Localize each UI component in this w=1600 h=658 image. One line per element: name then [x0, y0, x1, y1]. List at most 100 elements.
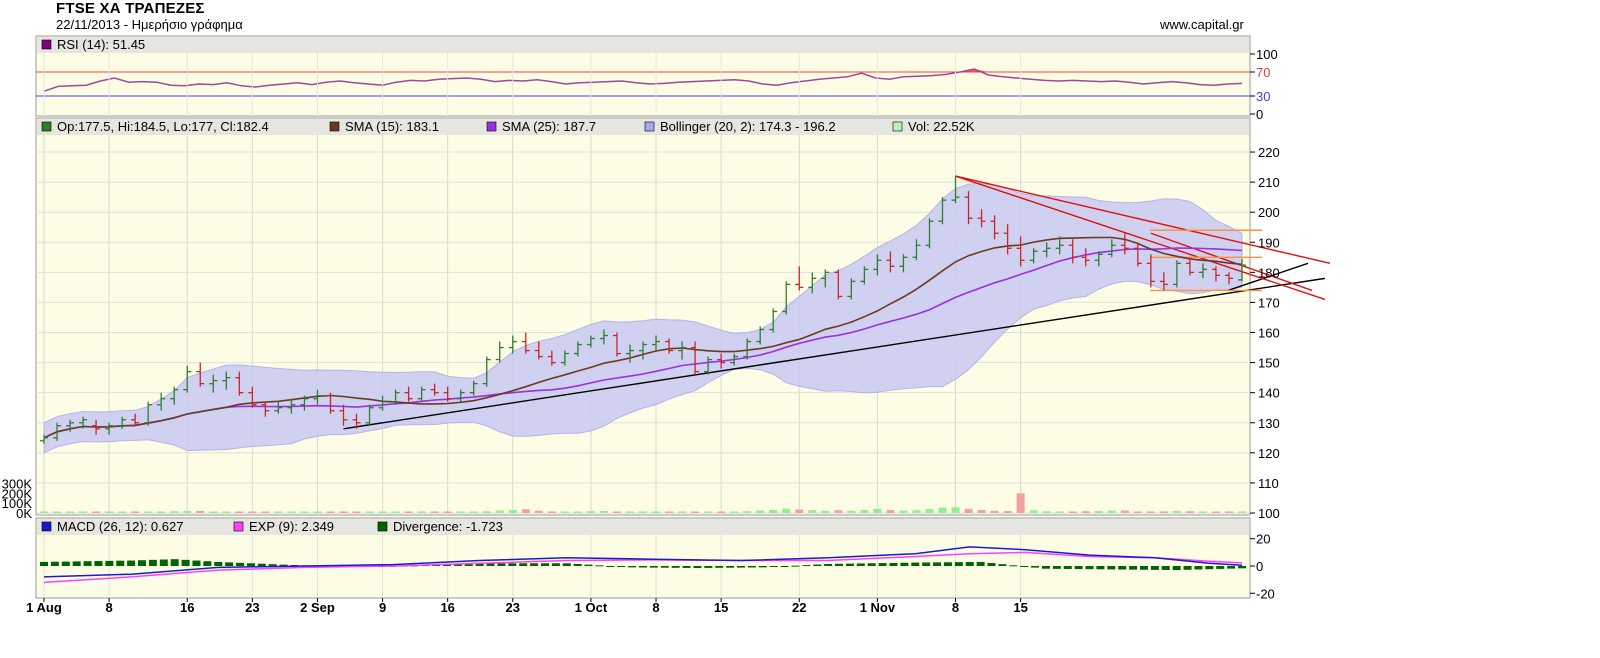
divergence-bar: [551, 563, 560, 566]
divergence-bar: [127, 560, 136, 566]
volume-bar: [899, 510, 908, 513]
price-legend-swatch: [892, 121, 903, 132]
volume-bar: [521, 509, 530, 513]
volume-bar: [678, 511, 687, 513]
price-tick-label: 110: [1258, 476, 1279, 491]
divergence-bar: [1074, 566, 1083, 570]
divergence-bar: [486, 563, 495, 566]
divergence-bar: [236, 562, 245, 566]
divergence-bar: [1205, 566, 1214, 570]
divergence-bar: [867, 563, 876, 566]
divergence-bar: [965, 562, 974, 566]
macd-legend-swatch: [233, 521, 244, 532]
divergence-bar: [94, 561, 103, 566]
x-tick-label: 16: [440, 600, 454, 615]
volume-bar: [1016, 493, 1025, 513]
rsi-tick-label: 30: [1256, 89, 1270, 104]
volume-bar: [639, 511, 647, 513]
volume-bar: [1146, 511, 1155, 513]
divergence-bar: [508, 563, 517, 566]
volume-bar: [1029, 510, 1038, 513]
divergence-bar: [943, 562, 952, 566]
price-tick-label: 220: [1258, 145, 1280, 160]
volume-bar: [1055, 511, 1064, 513]
resistance-trendline-2: [955, 175, 1326, 301]
volume-bar: [1094, 511, 1103, 513]
macd-legend-text: Divergence: -1.723: [393, 519, 503, 534]
rsi-tick-label: 100: [1256, 47, 1278, 62]
volume-bar: [144, 511, 153, 513]
divergence-bar: [606, 566, 615, 567]
volume-tick-label: 200K: [2, 486, 33, 501]
price-legend-text: Op:177.5, Hi:184.5, Lo:177, Cl:182.4: [57, 119, 269, 134]
divergence-bar: [1118, 566, 1127, 570]
price-legend-swatch: [41, 121, 52, 132]
volume-bar: [691, 511, 700, 513]
volume-bar: [40, 511, 48, 513]
price-legend-text: SMA (15): 183.1: [345, 119, 439, 134]
divergence-bar: [835, 563, 844, 566]
volume-bar: [938, 507, 947, 513]
divergence-bar: [911, 562, 920, 566]
volume-bar: [612, 511, 621, 513]
divergence-bar: [540, 563, 549, 566]
macd-legend-swatch: [41, 521, 52, 532]
divergence-bar: [246, 563, 255, 566]
volume-bar: [1042, 511, 1051, 513]
volume-bar: [873, 508, 882, 513]
volume-bar: [1003, 511, 1012, 513]
divergence-bar: [170, 559, 179, 566]
volume-bar: [886, 510, 895, 513]
divergence-bar: [769, 566, 778, 567]
price-tick-label: 140: [1258, 386, 1280, 401]
volume-bar: [183, 511, 192, 513]
volume-bar: [378, 511, 387, 513]
divergence-bar: [595, 565, 604, 567]
macd-legend-text: MACD (26, 12): 0.627: [57, 519, 183, 534]
volume-tick-label: 100K: [2, 496, 33, 511]
divergence-bar: [617, 566, 626, 567]
price-tick-label: 170: [1258, 295, 1280, 310]
volume-bar: [1238, 511, 1246, 513]
rsi-line: [43, 68, 1243, 92]
volume-bar: [1120, 510, 1129, 513]
divergence-bar: [105, 560, 114, 566]
x-tick-label: 16: [180, 600, 194, 615]
rsi-legend-bg: [37, 37, 1249, 53]
volume-bar: [508, 510, 517, 513]
x-tick-label: 23: [245, 600, 259, 615]
volume-bar: [847, 510, 856, 513]
volume-bar: [769, 509, 778, 513]
macd-tick-label: 0: [1256, 559, 1263, 574]
volume-bar: [53, 511, 62, 513]
x-tick-label: 1 Nov: [860, 600, 896, 615]
volume-bar: [118, 511, 127, 513]
divergence-bar: [954, 562, 963, 566]
divergence-bar: [1227, 566, 1236, 569]
divergence-bar: [1216, 566, 1225, 569]
divergence-bar: [148, 559, 157, 566]
volume-bar: [860, 510, 869, 513]
volume-bar: [391, 511, 400, 513]
divergence-bar: [1063, 566, 1072, 569]
volume-bar: [222, 511, 231, 513]
volume-bar: [782, 508, 791, 513]
divergence-bar: [649, 566, 658, 568]
rsi-legend-text: RSI (14): 51.45: [57, 37, 145, 52]
divergence-bar: [693, 566, 702, 569]
volume-bar: [977, 510, 986, 513]
resistance-trendline-3: [1150, 232, 1313, 292]
price-legend-text: Vol: 22.52K: [908, 119, 975, 134]
volume-bar: [456, 511, 465, 513]
volume-bar: [1107, 510, 1116, 513]
volume-bar: [209, 511, 218, 513]
x-tick-label: 1 Aug: [26, 600, 62, 615]
volume-bar: [157, 511, 166, 513]
divergence-bar: [573, 563, 582, 566]
x-tick-label: 15: [714, 600, 728, 615]
volume-bar: [66, 511, 75, 513]
divergence-bar: [225, 562, 234, 566]
volume-bar: [1198, 511, 1207, 513]
volume-bar: [313, 511, 322, 513]
volume-bar: [912, 510, 921, 513]
